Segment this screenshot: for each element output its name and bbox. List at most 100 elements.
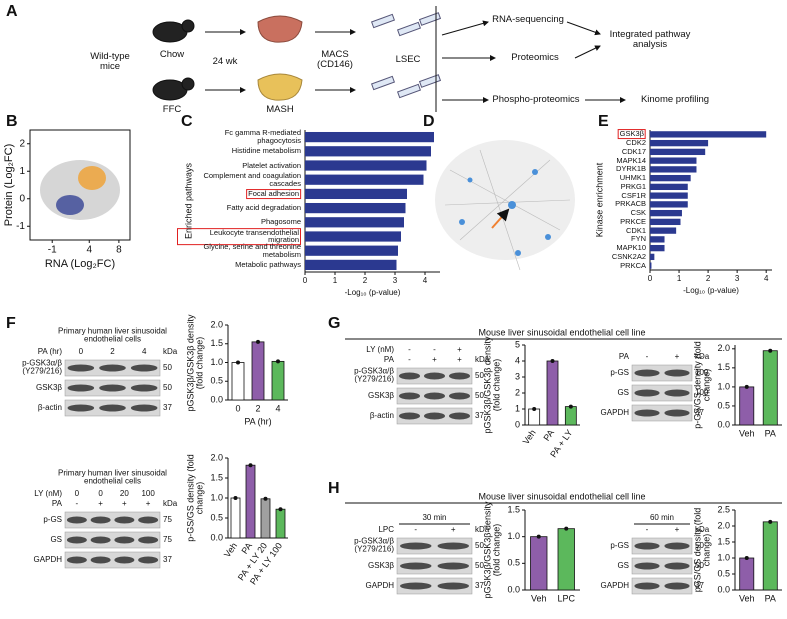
bar xyxy=(650,262,652,269)
category-label: PRKCA xyxy=(620,260,646,270)
bar xyxy=(762,350,778,426)
blot-strip xyxy=(631,537,693,555)
blot-kda: 75 xyxy=(163,535,172,544)
category-label: PRKACB xyxy=(615,199,646,209)
blot-band xyxy=(138,536,159,544)
blot-band xyxy=(664,542,690,550)
y-tick-label: 0.0 xyxy=(210,532,223,542)
schematic-label: MACS (CD146) xyxy=(317,49,353,70)
blot-band xyxy=(664,389,690,397)
bar xyxy=(271,360,285,401)
blot-band xyxy=(634,389,660,397)
condition-value: - xyxy=(414,525,417,534)
blot-band xyxy=(114,536,135,544)
x-tick-label: 4 xyxy=(423,276,428,285)
bar xyxy=(739,386,755,426)
panel-letter: F xyxy=(6,315,16,332)
x-tick-label: 4 xyxy=(764,274,769,283)
kda-label: kDa xyxy=(163,499,178,508)
blot-band xyxy=(664,562,690,570)
blot-kda: 50 xyxy=(163,383,172,392)
blot-band xyxy=(99,404,126,412)
y-tick-label: 1.5 xyxy=(210,472,223,482)
y-tick-label: 5 xyxy=(515,339,520,349)
y-axis-label: p-GS/GS density (fold change) xyxy=(185,454,205,542)
blot-band xyxy=(90,536,111,544)
schematic-label: Phospho-proteomics xyxy=(492,94,580,106)
panel-letter: C xyxy=(181,113,193,130)
bar xyxy=(305,174,424,185)
bar xyxy=(650,227,677,234)
panel-letter: D xyxy=(423,113,435,130)
category-label: CDK17 xyxy=(621,146,646,156)
blot-kda: 50 xyxy=(695,561,704,570)
bar xyxy=(528,408,541,426)
condition-value: 0 xyxy=(75,489,80,498)
y-axis-label: pGSK3β/GSK3β density (fold change) xyxy=(482,501,502,599)
blot-band xyxy=(634,409,660,417)
x-axis-label: PA (hr) xyxy=(244,416,271,426)
bar xyxy=(260,498,271,539)
schematic-label: FFC xyxy=(162,104,182,116)
blot-row-label: p-GS xyxy=(610,367,629,377)
blot-band xyxy=(437,542,469,550)
y-tick-label: 1.0 xyxy=(210,357,223,367)
blot-kda: 50 xyxy=(695,541,704,550)
blot-band xyxy=(138,516,159,524)
blot-band xyxy=(67,364,95,372)
y-tick-label: -1 xyxy=(16,221,25,232)
category-label: MAPK10 xyxy=(616,243,646,253)
section-header: Mouse liver sinusoidal endothelial cell … xyxy=(478,491,646,502)
y-axis-label: p-GS/GS density (fold change) xyxy=(692,341,712,429)
blot-row-label: p-GSK3α/β (Y279/216) xyxy=(354,536,394,554)
blot-band xyxy=(664,369,690,377)
data-point xyxy=(768,348,773,353)
x-tick-label: 2 xyxy=(363,276,368,285)
condition-value: 2 xyxy=(110,347,115,356)
scatter-cloud xyxy=(40,160,120,220)
blot-kda: 100 xyxy=(695,368,709,377)
bar xyxy=(546,360,559,426)
blot-row-label: GSK3β xyxy=(368,390,394,400)
panel-letter: G xyxy=(328,315,341,332)
y-tick-label: 1.5 xyxy=(507,504,520,514)
category-label: PRKCE xyxy=(620,216,646,226)
condition-value: + xyxy=(122,499,127,508)
blot-strip xyxy=(64,531,161,549)
blot-strip xyxy=(631,557,693,575)
blot-band xyxy=(399,392,420,400)
data-point xyxy=(568,404,573,409)
blot-row-label: GSK3β xyxy=(368,560,394,570)
x-tick-label: 4 xyxy=(275,403,280,413)
blot-strip xyxy=(396,537,473,555)
blot-band xyxy=(138,556,159,564)
condition-value: - xyxy=(76,499,79,508)
condition-value: + xyxy=(432,355,437,364)
data-point xyxy=(768,519,773,524)
x-tick-label: PA xyxy=(541,428,556,443)
blot-strip xyxy=(396,577,473,595)
blot-band xyxy=(399,412,420,420)
category-label: Complement and coagulation cascades xyxy=(203,170,301,188)
category-label: Histidine metabolism xyxy=(231,146,301,156)
blot-strip xyxy=(631,384,693,402)
condition-label: LY (nM) xyxy=(34,489,62,498)
bar xyxy=(650,148,706,156)
kda-label: kDa xyxy=(695,352,710,361)
condition-label: PA xyxy=(619,352,630,361)
bar xyxy=(305,217,404,228)
bar xyxy=(305,259,397,271)
condition-value: 0 xyxy=(98,489,103,498)
x-tick-label: 2 xyxy=(255,403,260,413)
data-point xyxy=(744,556,749,560)
y-tick-label: 2.0 xyxy=(717,343,730,353)
blot-band xyxy=(114,556,135,564)
data-point xyxy=(564,526,569,531)
y-tick-label: 2.0 xyxy=(210,319,223,329)
condition-value: 0 xyxy=(79,347,84,356)
plot-frame xyxy=(29,129,131,241)
bar xyxy=(251,341,265,401)
blot-kda: 37 xyxy=(695,581,704,590)
blot-band xyxy=(67,404,95,412)
bar xyxy=(650,201,688,208)
